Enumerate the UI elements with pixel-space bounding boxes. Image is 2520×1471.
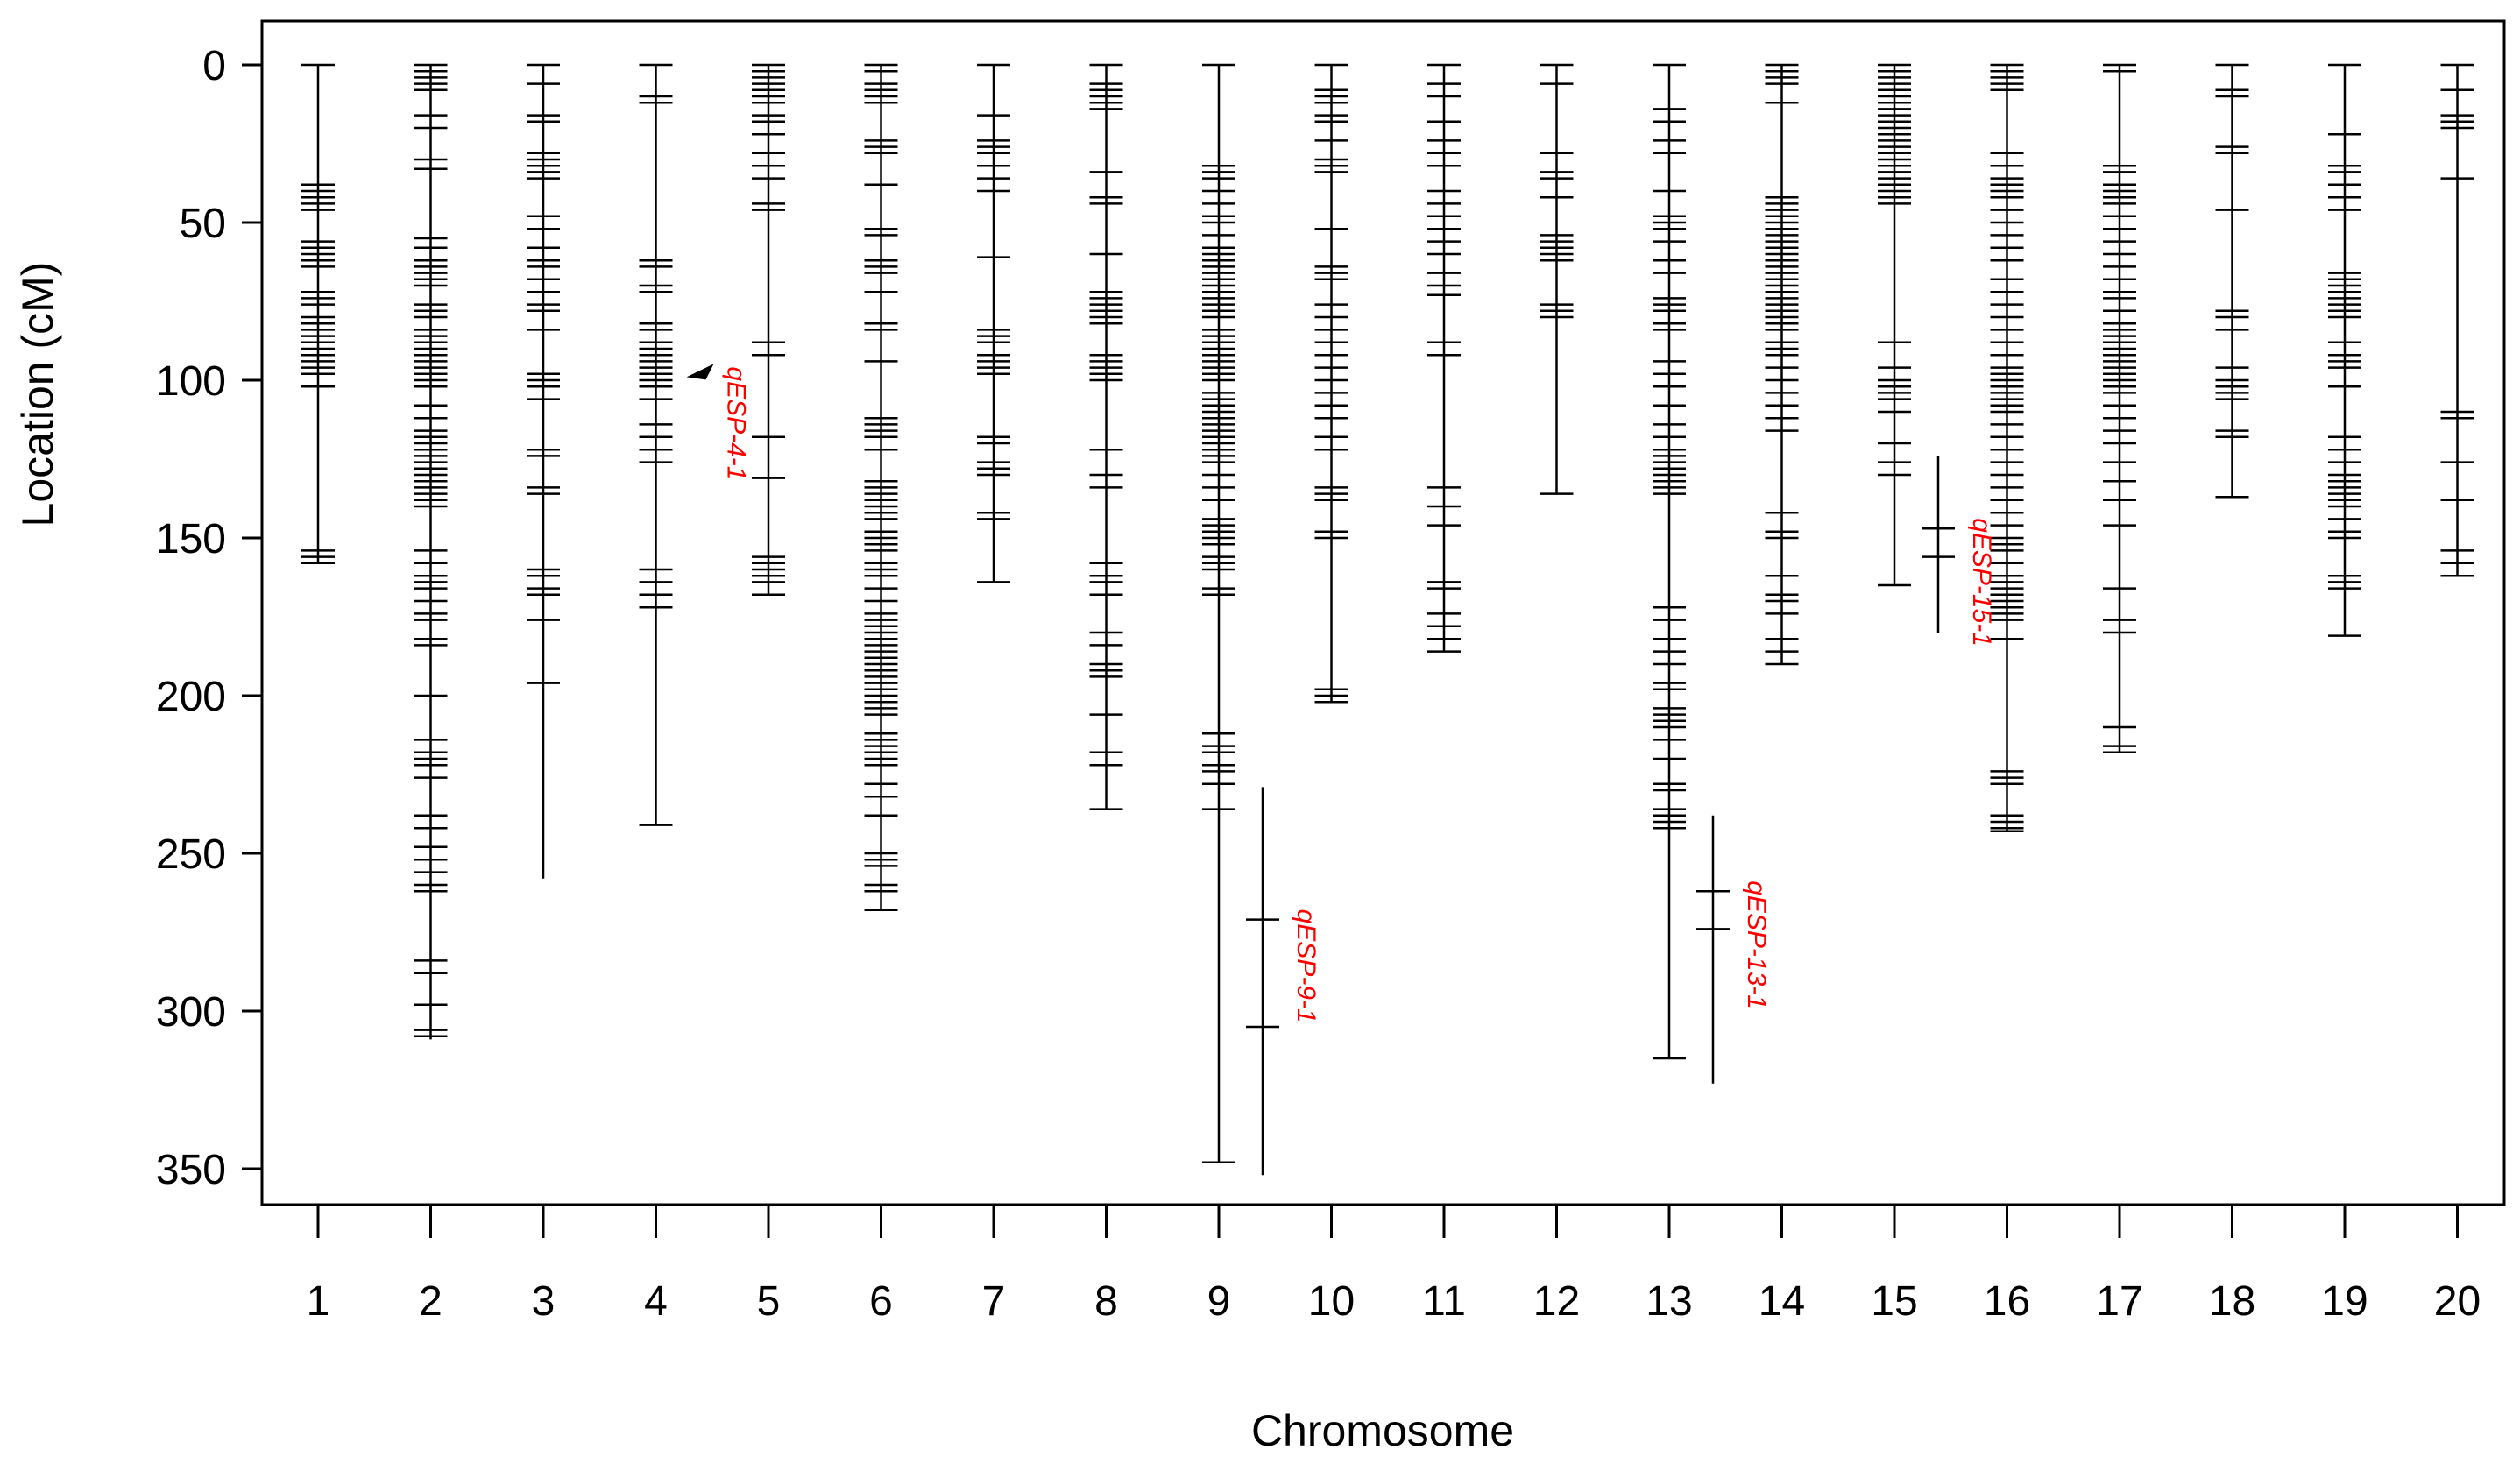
x-tick-label-13: 13 — [1646, 1278, 1692, 1325]
chromosome-12 — [1540, 63, 1574, 495]
chromosome-8 — [1089, 63, 1123, 810]
chromosome-bars — [301, 63, 2474, 1164]
y-tick-label-350: 350 — [156, 1147, 226, 1193]
x-tick-label-9: 9 — [1207, 1278, 1231, 1325]
chromosome-4 — [639, 63, 673, 826]
qtl-qESP-15-1: qESP-15-1 — [1922, 456, 1996, 647]
x-tick-label-3: 3 — [532, 1278, 556, 1325]
chromosome-6 — [864, 63, 898, 912]
y-tick-label-300: 300 — [156, 989, 226, 1036]
qtl-label: qESP-9-1 — [1292, 909, 1320, 1023]
x-axis-label: Chromosome — [1251, 1406, 1514, 1455]
x-tick-label-1: 1 — [307, 1278, 330, 1325]
y-tick-label-0: 0 — [202, 43, 226, 89]
chromosome-19 — [2328, 63, 2361, 637]
x-tick-label-19: 19 — [2321, 1278, 2368, 1325]
x-tick-label-7: 7 — [982, 1278, 1006, 1325]
chromosome-3 — [527, 63, 560, 879]
qtl-qESP-9-1: qESP-9-1 — [1246, 787, 1320, 1176]
qtl-annotations: qESP-4-1 qESP-9-1 qESP-13-1 qESP-15-1 — [686, 364, 1996, 1176]
x-tick-label-2: 2 — [419, 1278, 442, 1325]
y-axis-label: Location (cM) — [13, 262, 62, 527]
x-tick-label-11: 11 — [1422, 1278, 1466, 1325]
qtl-label: qESP-13-1 — [1742, 880, 1771, 1009]
x-tick-label-8: 8 — [1094, 1278, 1118, 1325]
x-tick-label-16: 16 — [1984, 1278, 2030, 1325]
chromosome-15 — [1878, 63, 1911, 587]
y-tick-label-50: 50 — [180, 201, 226, 247]
x-tick-label-5: 5 — [757, 1278, 781, 1325]
qtl-label: qESP-4-1 — [722, 366, 751, 480]
chromosome-14 — [1765, 63, 1799, 666]
x-tick-label-10: 10 — [1308, 1278, 1355, 1325]
x-tick-label-14: 14 — [1759, 1278, 1805, 1325]
y-tick-label-150: 150 — [156, 516, 226, 562]
plot-frame — [260, 19, 2506, 1206]
chromosome-5 — [752, 63, 785, 597]
chromosome-20 — [2440, 63, 2474, 577]
x-tick-label-18: 18 — [2209, 1278, 2255, 1325]
chromosome-11 — [1427, 63, 1461, 653]
chromosome-18 — [2215, 63, 2249, 499]
x-tick-label-6: 6 — [869, 1278, 893, 1325]
x-tick-label-20: 20 — [2434, 1278, 2481, 1325]
x-axis: 1 2 3 4 5 6 7 8 9 10 11 12 13 14 15 16 17 18 19 20 — [307, 1205, 2481, 1325]
chromosome-9 — [1202, 63, 1235, 1164]
qtl-label: qESP-15-1 — [1967, 518, 1996, 647]
x-tick-label-17: 17 — [2096, 1278, 2142, 1325]
chromosome-13 — [1653, 63, 1686, 1060]
qtl-arrow-icon — [686, 364, 714, 380]
y-tick-label-200: 200 — [156, 674, 226, 720]
chromosome-10 — [1314, 63, 1348, 704]
x-tick-label-12: 12 — [1533, 1278, 1580, 1325]
chromosome-17 — [2103, 63, 2136, 754]
y-tick-label-250: 250 — [156, 831, 226, 878]
chromosome-1 — [301, 63, 335, 565]
y-tick-label-100: 100 — [156, 358, 226, 405]
chromosome-16 — [1990, 63, 2024, 833]
x-tick-label-4: 4 — [644, 1278, 668, 1325]
chromosome-2 — [414, 63, 448, 1040]
qtl-qESP-4-1: qESP-4-1 — [686, 364, 751, 480]
chromosome-7 — [977, 63, 1010, 583]
x-tick-label-15: 15 — [1871, 1278, 1917, 1325]
qtl-qESP-13-1: qESP-13-1 — [1696, 815, 1771, 1084]
y-axis: 0 50 100 150 200 250 300 350 — [156, 43, 262, 1193]
